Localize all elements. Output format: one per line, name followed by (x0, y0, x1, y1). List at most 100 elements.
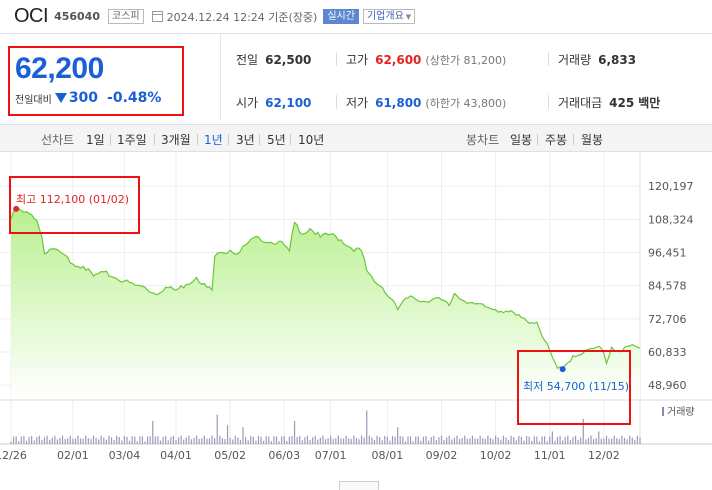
volume-bar (453, 437, 455, 444)
low-highlight-box (517, 350, 631, 425)
volume-bar (422, 436, 425, 444)
stat-amount: 거래대금 425 백만 (558, 94, 660, 111)
line-chart-label: 선차트 (41, 133, 75, 147)
period-10y[interactable]: 10년 (298, 133, 325, 147)
volume-bar (366, 410, 368, 444)
x-tick-label: 10/02 (480, 449, 512, 462)
toolbar-separator (197, 134, 198, 145)
stock-code: 456040 (54, 10, 100, 23)
volume-bar (206, 438, 208, 444)
candle-monthly[interactable]: 월봉 (581, 133, 604, 147)
volume-bar (549, 436, 551, 444)
volume-bar (433, 435, 435, 444)
volume-bar (580, 437, 582, 444)
volume-bar (299, 435, 301, 444)
volume-bar (518, 435, 520, 444)
volume-bar (371, 437, 373, 444)
company-info-dropdown[interactable]: 기업개요 ▼ (362, 9, 416, 24)
volume-bar (381, 440, 383, 444)
low-marker-dot (559, 366, 566, 373)
volume-bar (340, 438, 342, 444)
stat-separator (548, 52, 549, 66)
volume-bar (134, 436, 136, 444)
volume-bar (211, 435, 213, 444)
price-area (11, 208, 640, 399)
volume-bar (562, 440, 564, 444)
volume-bar (623, 437, 626, 444)
market-badge: 코스피 (108, 9, 144, 24)
triangle-down-icon (54, 93, 67, 103)
volume-bar (458, 439, 461, 444)
volume-bar (80, 438, 82, 444)
volume-bar (425, 436, 427, 444)
volume-bar (263, 440, 265, 444)
y-tick-label: 120,197 (648, 180, 694, 193)
volume-bar (479, 435, 481, 444)
chart-expand-handle[interactable] (339, 481, 379, 490)
volume-bar (141, 436, 144, 444)
volume-bar (636, 435, 639, 444)
volume-bar (306, 435, 309, 444)
volume-bar (435, 440, 437, 444)
volume-bar (600, 438, 602, 444)
volume-bar (335, 438, 337, 444)
volume-bar (500, 439, 502, 444)
period-1w[interactable]: 1주일 (117, 133, 147, 147)
stat-separator (336, 95, 337, 109)
volume-bar (41, 440, 43, 444)
volume-bar (288, 436, 291, 444)
volume-bar (252, 436, 254, 444)
volume-bar (265, 436, 267, 444)
volume-bar (515, 440, 517, 444)
chevron-down-icon: ▼ (405, 12, 412, 21)
volume-bar (368, 435, 370, 444)
y-tick-label: 48,960 (648, 379, 687, 392)
volume-bar (10, 441, 12, 444)
volume-bar (430, 436, 432, 444)
toolbar-separator (228, 134, 229, 145)
volume-bar (33, 440, 35, 444)
volume-bar (415, 436, 417, 444)
volume-bar (170, 437, 172, 444)
quote-datetime: 2024.12.24 12:24 기준(장중) (166, 10, 318, 24)
volume-bar (23, 436, 25, 444)
candle-weekly[interactable]: 주봉 (545, 133, 568, 147)
volume-bar (348, 438, 350, 444)
chart-toolbar: 선차트 1일 1주일 3개월 1년 3년 5년 10년 봉차트 일봉 주봉 월봉 (0, 124, 712, 152)
volume-bar (85, 435, 87, 444)
volume-bar (332, 438, 334, 444)
volume-bar (144, 441, 146, 444)
volume-bar (64, 439, 66, 444)
candle-daily[interactable]: 일봉 (510, 133, 533, 147)
volume-bar (631, 437, 633, 444)
stat-separator (548, 95, 549, 109)
volume-bar (510, 435, 512, 444)
volume-bar (487, 435, 489, 444)
volume-bar (77, 435, 79, 444)
period-3m[interactable]: 3개월 (161, 133, 191, 147)
period-1y[interactable]: 1년 (204, 133, 223, 147)
volume-bar (196, 435, 198, 444)
volume-bar (203, 435, 205, 444)
volume-bar (474, 438, 476, 444)
change-rate: -0.48% (107, 90, 162, 106)
realtime-button[interactable]: 실시간 (323, 9, 359, 24)
volume-bar (564, 437, 566, 444)
volume-bar (533, 436, 535, 444)
volume-bar (484, 438, 486, 444)
volume-bar (363, 437, 365, 444)
volume-bar (105, 439, 107, 444)
volume-bar (260, 436, 262, 444)
x-tick-label: 12/02 (588, 449, 620, 462)
volume-bar (69, 435, 71, 444)
volume-bar (180, 435, 182, 444)
stat-separator (336, 52, 337, 66)
volume-bar (167, 440, 169, 444)
period-5y[interactable]: 5년 (267, 133, 286, 147)
volume-bar (464, 435, 466, 444)
price-chart[interactable]: 최고 112,100 (01/02) 최저 54,700 (11/15) 120,… (0, 152, 712, 481)
volume-bar (582, 418, 584, 444)
volume-bar (492, 439, 494, 444)
period-3y[interactable]: 3년 (236, 133, 255, 147)
period-1d[interactable]: 1일 (86, 133, 105, 147)
